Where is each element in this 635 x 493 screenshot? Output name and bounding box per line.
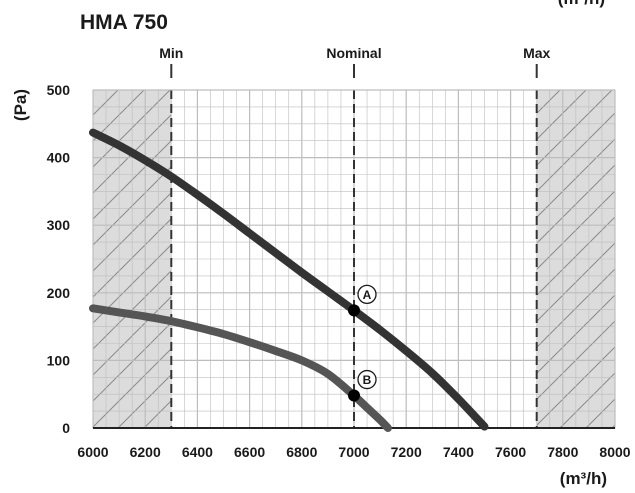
point-badge-a [357, 284, 377, 305]
x-tick-label: 6400 [182, 444, 213, 460]
point-marker-b [348, 389, 360, 402]
y-tick-label: 0 [62, 420, 70, 436]
y-tick-label: 500 [47, 82, 71, 98]
x-tick-label: 6600 [234, 444, 265, 460]
x-tick-label: 7200 [391, 444, 422, 460]
y-axis-label: (Pa) [11, 89, 30, 121]
point-label-b: B [363, 373, 372, 387]
x-axis-label: (m³/h) [560, 469, 607, 488]
y-tick-label: 400 [47, 150, 71, 166]
chart-title: HMA 750 [80, 11, 168, 34]
x-tick-label: 8000 [599, 444, 630, 460]
x-tick-label: 6200 [130, 444, 161, 460]
x-tick-label: 7600 [495, 444, 526, 460]
x-tick-label: 7000 [338, 444, 369, 460]
point-marker-a [348, 304, 360, 317]
point-badge-b [357, 369, 377, 390]
x-tick-label: 7400 [443, 444, 474, 460]
y-tick-label: 200 [47, 285, 71, 301]
x-tick-label: 6800 [286, 444, 317, 460]
reference-label-min: Min [159, 45, 183, 61]
reference-label-max: Max [523, 45, 550, 61]
series-line-1 [89, 304, 392, 432]
y-tick-label: 100 [47, 352, 71, 368]
point-label-a: A [363, 288, 372, 302]
reference-label-nominal: Nominal [326, 45, 381, 61]
y-tick-label: 300 [47, 217, 71, 233]
x-tick-label: 6000 [77, 444, 108, 460]
series-line-0 [89, 128, 489, 431]
corner-unit-label: (m³/h) [558, 0, 605, 8]
x-tick-label: 7800 [547, 444, 578, 460]
